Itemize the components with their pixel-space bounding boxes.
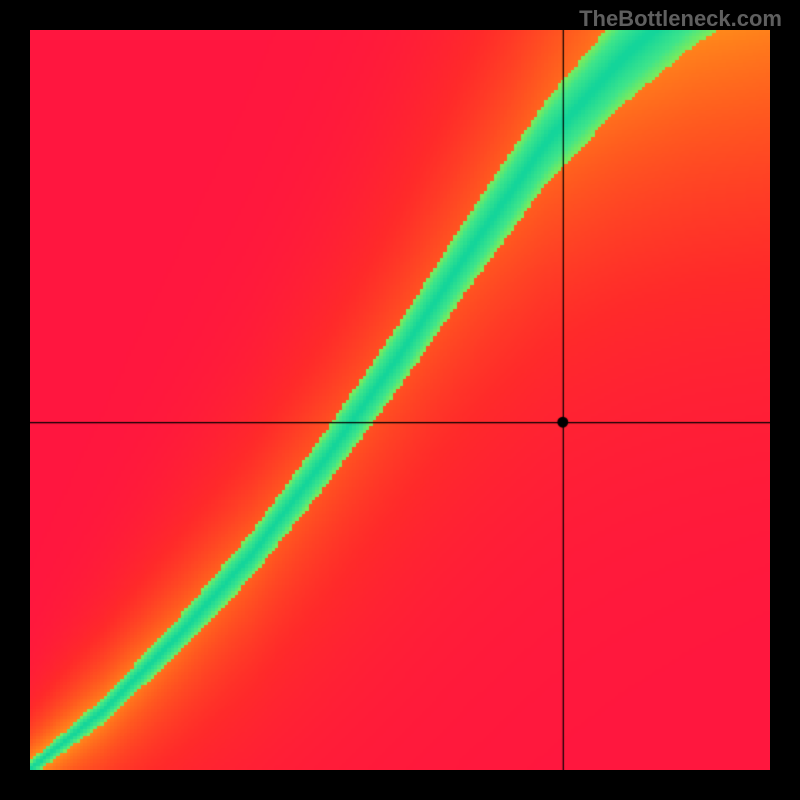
heatmap-canvas	[30, 30, 770, 770]
heatmap-plot	[30, 30, 770, 770]
attribution-label: TheBottleneck.com	[579, 6, 782, 32]
chart-frame: TheBottleneck.com	[0, 0, 800, 800]
